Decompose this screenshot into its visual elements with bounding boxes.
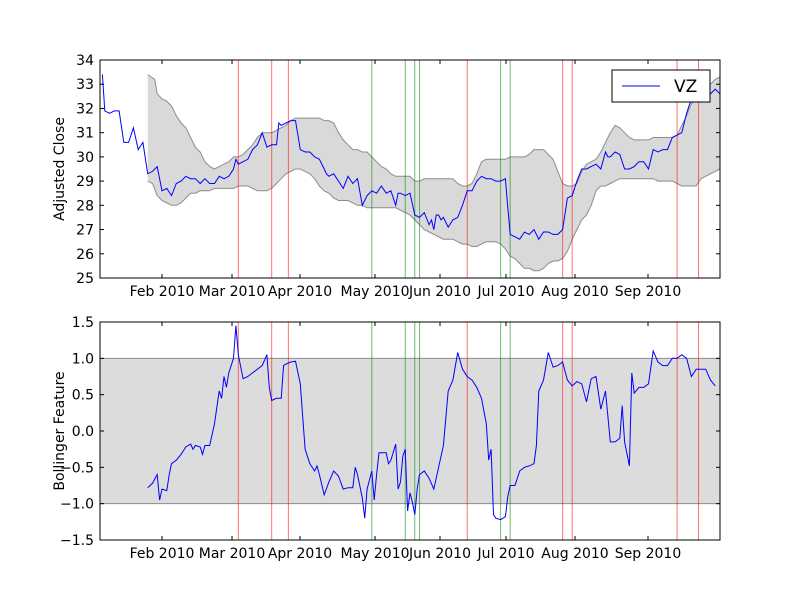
x-tick-label: Mar 2010 xyxy=(199,546,266,562)
x-tick-label: Apr 2010 xyxy=(268,284,332,300)
x-tick-label: Sep 2010 xyxy=(615,284,681,300)
x-tick-label: Feb 2010 xyxy=(130,284,195,300)
y-tick-label: 25 xyxy=(76,271,94,287)
y-tick-label: −0.5 xyxy=(60,460,94,476)
x-tick-label: May 2010 xyxy=(340,284,409,300)
plot-frame xyxy=(99,59,721,279)
y-tick-label: 28 xyxy=(76,198,94,214)
x-tick-label: Feb 2010 xyxy=(130,546,195,562)
y-tick-label: 27 xyxy=(76,223,94,239)
y-tick-label: 29 xyxy=(76,174,94,190)
y-tick-label: 0.0 xyxy=(72,424,94,440)
y-axis-label: Bollinger Feature xyxy=(52,371,68,490)
y-tick-label: 31 xyxy=(76,126,94,142)
top-chart: 25 26 27 28 29 30 31 32 33 34 Feb 2010 Mar 2010 Apr … xyxy=(52,53,721,300)
x-tick-label: Jul 2010 xyxy=(477,284,535,300)
bollinger-band-fill xyxy=(100,358,720,504)
y-axis-label: Adjusted Close xyxy=(52,117,68,221)
x-tick-label: Jun 2010 xyxy=(408,546,471,562)
x-tick-label: May 2010 xyxy=(340,546,409,562)
series-line xyxy=(101,74,721,241)
y-tick-label: 26 xyxy=(76,247,94,263)
x-tick-label: Aug 2010 xyxy=(541,284,608,300)
y-tick-label: 32 xyxy=(76,101,94,117)
legend: VZ xyxy=(611,69,711,103)
y-tick-label: 1.0 xyxy=(72,351,94,367)
y-tick-label: 0.5 xyxy=(72,388,94,404)
series-line xyxy=(147,325,716,521)
bottom-chart: −1.5 −1.0 −0.5 0.0 0.5 1.0 1.5 Feb 2010 Mar 2010… xyxy=(52,315,721,562)
y-tick-label: −1.0 xyxy=(60,497,94,513)
y-tick-label: 1.5 xyxy=(72,315,94,331)
x-tick-label: Jun 2010 xyxy=(408,284,471,300)
x-tick-label: Aug 2010 xyxy=(541,546,608,562)
bollinger-band-fill xyxy=(147,74,720,271)
x-tick-label: Mar 2010 xyxy=(199,284,266,300)
x-tick-label: Apr 2010 xyxy=(268,546,332,562)
x-tick-label: Jul 2010 xyxy=(477,546,535,562)
y-tick-label: 34 xyxy=(76,53,94,69)
lower-band-line xyxy=(147,168,721,272)
x-tick-label: Sep 2010 xyxy=(615,546,681,562)
y-tick-label: 33 xyxy=(76,77,94,93)
legend-label: VZ xyxy=(674,77,697,97)
y-tick-label: −1.5 xyxy=(60,533,94,549)
upper-band-line xyxy=(147,74,721,187)
y-tick-label: 30 xyxy=(76,150,94,166)
